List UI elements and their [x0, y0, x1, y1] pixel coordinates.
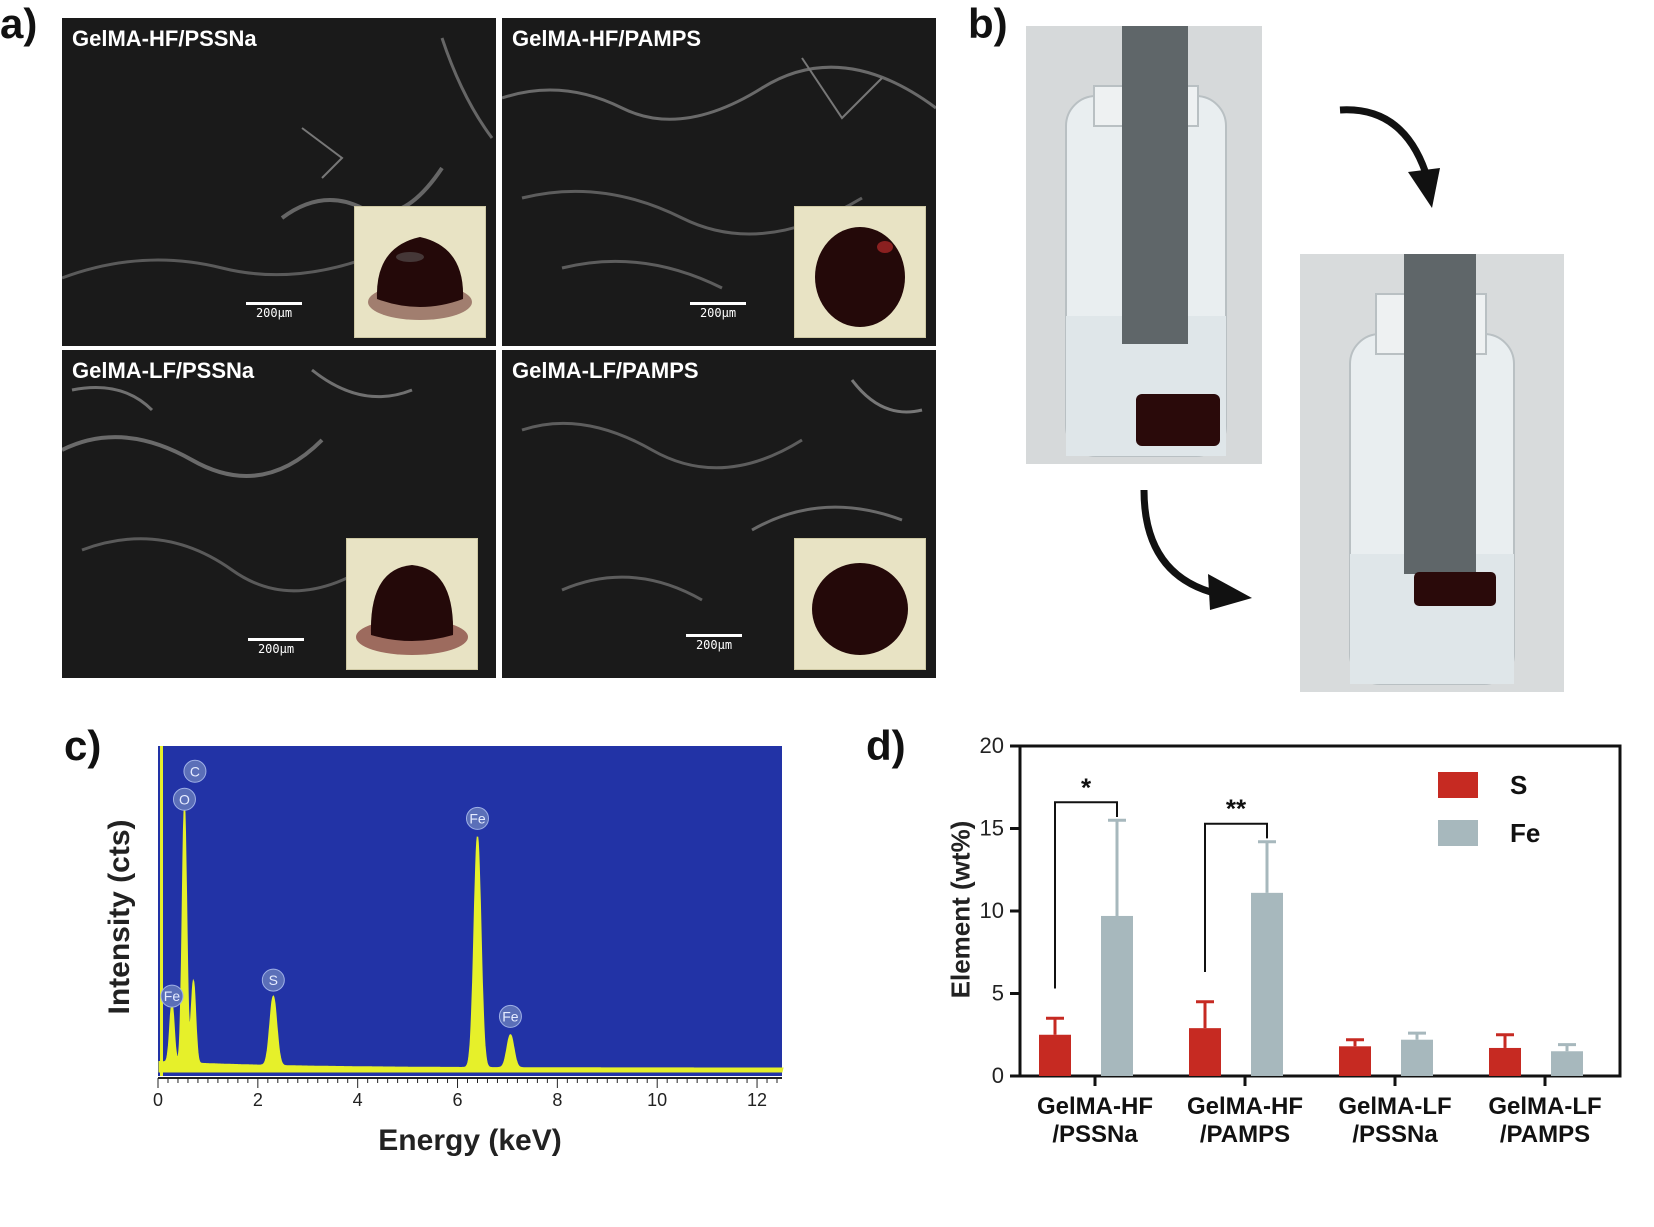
sem-label: GelMA-HF/PSSNa: [72, 26, 257, 51]
bar-Fe: [1101, 915, 1133, 1076]
vial-photo-after: [1300, 254, 1564, 692]
x-tick-label: 4: [353, 1090, 363, 1110]
sem-label: GelMA-LF/PAMPS: [512, 358, 699, 383]
bar-S: [1039, 1034, 1071, 1076]
c-ylabel: Intensity (cts): [103, 819, 136, 1015]
x-category-label: GelMA-HF: [1037, 1093, 1153, 1120]
sem-image-lf-pssna: GelMA-LF/PSSNa 200μm: [62, 350, 496, 678]
x-category-label: GelMA-LF: [1338, 1093, 1451, 1120]
sem-image-hf-pamps: GelMA-HF/PAMPS 200μm: [502, 18, 936, 346]
svg-text:Fe: Fe: [502, 1008, 519, 1024]
peak-label-O: O: [172, 787, 196, 811]
element-wt-chart: 05101520GelMA-HF/PSSNaGelMA-HF/PAMPSGelM…: [980, 734, 1622, 1148]
y-tick-label: 20: [980, 734, 1004, 758]
svg-text:O: O: [179, 791, 190, 807]
bar-S: [1189, 1028, 1221, 1076]
panel-c-letter: c): [64, 722, 102, 769]
bar-Fe: [1401, 1039, 1433, 1076]
panel-b-letter: b): [968, 0, 1008, 47]
bar-S: [1339, 1046, 1371, 1076]
svg-text:C: C: [190, 763, 200, 779]
x-category-label: /PSSNa: [1352, 1121, 1438, 1148]
bar-Fe: [1251, 892, 1283, 1076]
spectrum-series: [158, 805, 784, 1073]
x-category-label: GelMA-HF: [1187, 1093, 1303, 1120]
peak-label-C: C: [183, 759, 207, 783]
sem-label: GelMA-LF/PSSNa: [72, 358, 255, 383]
sem-texture: [521, 379, 923, 602]
y-tick-label: 0: [992, 1063, 1004, 1088]
scale-bar: 200μm: [246, 638, 306, 656]
hydrogel-photo-inset: [354, 206, 486, 338]
svg-text:Fe: Fe: [469, 810, 486, 826]
x-tick-label: 0: [153, 1090, 163, 1110]
scale-bar: 200μm: [244, 302, 304, 320]
hydrogel-photo-inset: [346, 538, 478, 670]
y-tick-label: 5: [992, 981, 1004, 1006]
eds-spectrum-chart: Fe OC S Fe Fe 0 2 4 6 8 10 12: [153, 746, 784, 1110]
legend-label: Fe: [1510, 818, 1540, 848]
x-category-label: /PSSNa: [1052, 1121, 1138, 1148]
hydrogel-photo-inset: [794, 206, 926, 338]
arrow-right-icon: [1140, 489, 1252, 610]
zero-peak: [160, 746, 163, 1076]
x-category-label: /PAMPS: [1200, 1121, 1290, 1148]
x-tick-label: 2: [253, 1090, 263, 1110]
x-category-label: GelMA-LF: [1488, 1093, 1601, 1120]
bar-Fe: [1551, 1051, 1583, 1076]
panel-d-letter: d): [866, 722, 906, 769]
x-tick-label: 12: [747, 1090, 767, 1110]
arrow-down-icon: [1339, 106, 1440, 208]
scale-bar: 200μm: [688, 302, 748, 320]
svg-text:Fe: Fe: [164, 988, 181, 1004]
c-xlabel: Energy (keV): [378, 1124, 562, 1157]
plot-background: [158, 746, 782, 1076]
legend-swatch-S: [1438, 772, 1478, 798]
peak-label-S: S: [261, 968, 285, 992]
sem-label: GelMA-HF/PAMPS: [512, 26, 702, 51]
svg-text:S: S: [269, 972, 278, 988]
peak-label-Fe: Fe: [465, 806, 489, 830]
scale-bar: 200μm: [684, 634, 744, 652]
x-tick-label: 10: [647, 1090, 667, 1110]
sem-texture: [62, 368, 413, 593]
hydrogel-photo-inset: [794, 538, 926, 670]
peak-label-Fe: Fe: [160, 984, 184, 1008]
peak-label-Fe: Fe: [498, 1004, 522, 1028]
x-tick-label: 8: [552, 1090, 562, 1110]
x-tick-label: 6: [453, 1090, 463, 1110]
vial-photo-before: [1026, 26, 1262, 464]
legend-label: S: [1510, 770, 1527, 800]
panel-a-letter: a): [0, 0, 38, 47]
sem-image-hf-pssna: GelMA-HF/PSSNa 200μm: [62, 18, 496, 346]
significance-label: **: [1226, 794, 1247, 824]
x-category-label: /PAMPS: [1500, 1121, 1590, 1148]
sem-image-lf-pamps: GelMA-LF/PAMPS 200μm: [502, 350, 936, 678]
significance-bracket: [1204, 822, 1268, 973]
significance-label: *: [1081, 772, 1092, 802]
legend-swatch-Fe: [1438, 820, 1478, 846]
bar-S: [1489, 1047, 1521, 1076]
y-tick-label: 10: [980, 898, 1004, 923]
y-tick-label: 15: [980, 816, 1004, 841]
significance-bracket: [1054, 801, 1118, 989]
